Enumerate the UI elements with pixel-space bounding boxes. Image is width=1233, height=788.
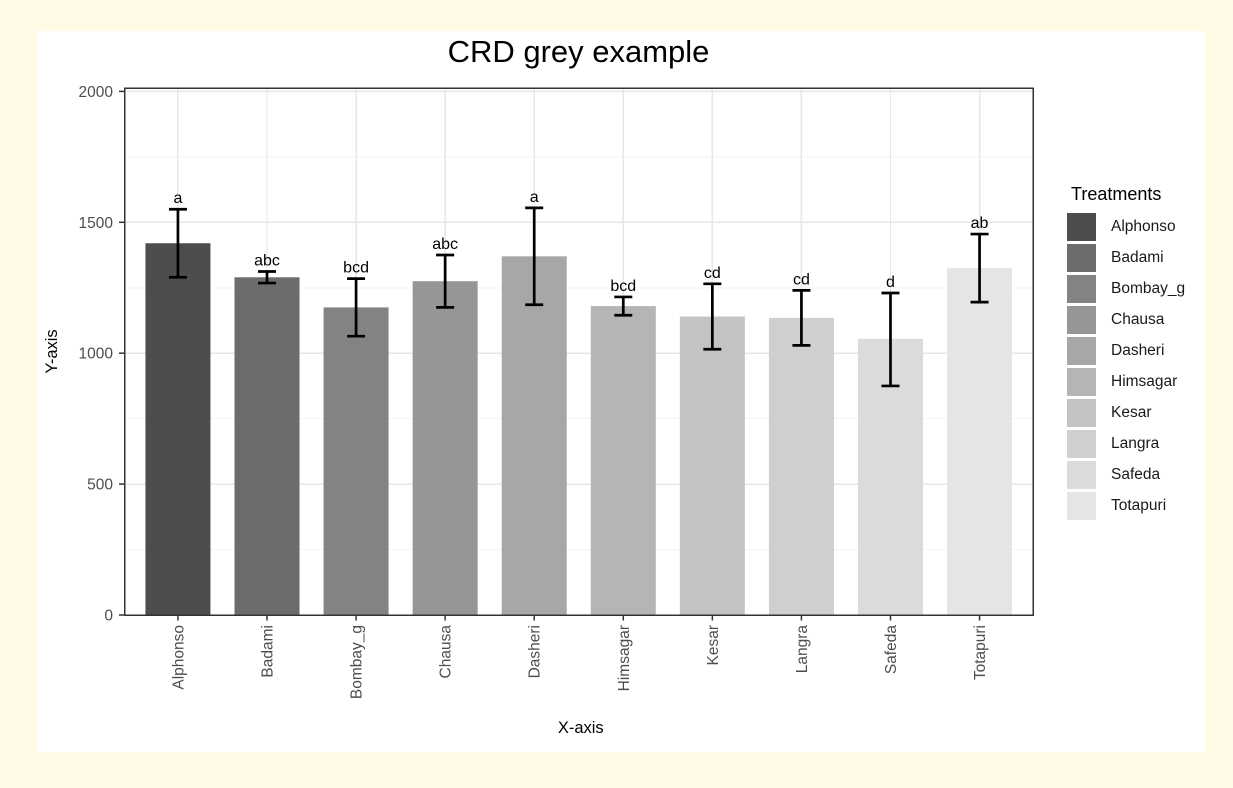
sig-letter: abc	[254, 253, 280, 270]
error-bar-Totapuri	[970, 232, 989, 304]
sig-letter: cd	[704, 265, 721, 282]
legend-swatch	[1067, 461, 1096, 489]
y-tick-label: 2000	[79, 84, 114, 101]
x-tick-label: Chausa	[438, 625, 455, 679]
legend-label: Chausa	[1111, 311, 1165, 328]
x-tick-label: Alphonso	[170, 625, 187, 690]
legend-item-Dasheri: Dasheri	[1067, 337, 1185, 365]
legend-item-Safeda: Safeda	[1067, 461, 1185, 489]
sig-letter: bcd	[343, 260, 369, 277]
x-tick-label: Kesar	[705, 625, 722, 666]
x-tick-label: Himsagar	[616, 625, 633, 691]
x-tick-label: Dasheri	[527, 625, 544, 678]
error-bar-Badami	[258, 270, 277, 285]
legend: Treatments Alphonso Badami Bombay_g Chausa D…	[1067, 184, 1185, 523]
legend-swatch	[1067, 275, 1096, 303]
x-tick-label: Totapuri	[972, 625, 989, 680]
sig-letter: abc	[432, 236, 458, 253]
bar-Bombay_g	[323, 307, 389, 615]
legend-item-Kesar: Kesar	[1067, 399, 1185, 427]
bar-Totapuri	[947, 268, 1013, 615]
bar-Dasheri	[501, 256, 567, 615]
x-tick-label: Bombay_g	[349, 625, 366, 699]
sig-letter: ab	[971, 215, 989, 232]
x-tick-label: Langra	[794, 625, 811, 674]
error-bar-Alphonso	[168, 207, 187, 279]
legend-swatch	[1067, 306, 1096, 334]
sig-letter: cd	[793, 271, 810, 288]
sig-letter: a	[530, 189, 539, 206]
legend-swatch	[1067, 399, 1096, 427]
y-tick-label: 0	[104, 608, 113, 625]
y-tick-label: 500	[87, 477, 113, 494]
error-bar-Langra	[792, 289, 811, 347]
legend-item-Bombay_g: Bombay_g	[1067, 275, 1185, 303]
sig-letter: a	[173, 190, 182, 207]
legend-label: Alphonso	[1111, 218, 1176, 235]
legend-items: Alphonso Badami Bombay_g Chausa Dasheri Himsa…	[1067, 213, 1185, 520]
error-bar-Kesar	[703, 282, 722, 351]
panel-border	[123, 87, 1034, 616]
legend-item-Alphonso: Alphonso	[1067, 213, 1185, 241]
legend-label: Badami	[1111, 249, 1164, 266]
error-bar-Dasheri	[525, 206, 544, 307]
sig-letter: d	[886, 274, 895, 291]
legend-label: Totapuri	[1111, 497, 1167, 514]
y-tick-label: 1500	[79, 215, 114, 232]
legend-title: Treatments	[1071, 184, 1162, 204]
sig-letter: bcd	[610, 278, 636, 295]
legend-item-Himsagar: Himsagar	[1067, 368, 1185, 396]
legend-swatch	[1067, 213, 1096, 241]
x-tick-label: Badami	[260, 625, 277, 678]
bar-Chausa	[412, 281, 478, 615]
legend-label: Himsagar	[1111, 373, 1178, 390]
legend-label: Kesar	[1111, 404, 1152, 421]
x-axis-title: X-axis	[558, 719, 604, 737]
legend-item-Badami: Badami	[1067, 244, 1185, 272]
error-bar-Safeda	[881, 291, 900, 388]
error-bar-Himsagar	[614, 295, 633, 317]
bar-Kesar	[679, 316, 745, 615]
legend-label: Bombay_g	[1111, 280, 1186, 297]
legend-swatch	[1067, 492, 1096, 520]
legend-label: Safeda	[1111, 466, 1161, 483]
legend-swatch	[1067, 244, 1096, 272]
legend-swatch	[1067, 430, 1096, 458]
x-tick-label: Safeda	[883, 625, 900, 675]
error-bar-Chausa	[436, 253, 455, 309]
legend-label: Dasheri	[1111, 342, 1165, 359]
legend-swatch	[1067, 368, 1096, 396]
y-tick-label: 1000	[79, 346, 114, 363]
y-axis-title: Y-axis	[43, 329, 61, 373]
chart-title: CRD grey example	[447, 34, 710, 69]
legend-item-Chausa: Chausa	[1067, 306, 1185, 334]
legend-swatch	[1067, 337, 1096, 365]
bar-Alphonso	[145, 243, 211, 615]
bar-chart-svg: a abc bcd abc a bcd cd cd d ab 0 500 1000 1500 2000 Alp…	[43, 84, 1034, 737]
bar-Langra	[768, 317, 834, 615]
error-bar-Bombay_g	[347, 277, 366, 338]
bar-Himsagar	[590, 306, 656, 615]
bar-Badami	[234, 277, 300, 615]
plot-card: a abc bcd abc a bcd cd cd d ab 0 500 1000 1500 2000 Alp…	[37, 31, 1205, 752]
legend-item-Totapuri: Totapuri	[1067, 492, 1185, 520]
legend-label: Langra	[1111, 435, 1160, 452]
legend-item-Langra: Langra	[1067, 430, 1185, 458]
